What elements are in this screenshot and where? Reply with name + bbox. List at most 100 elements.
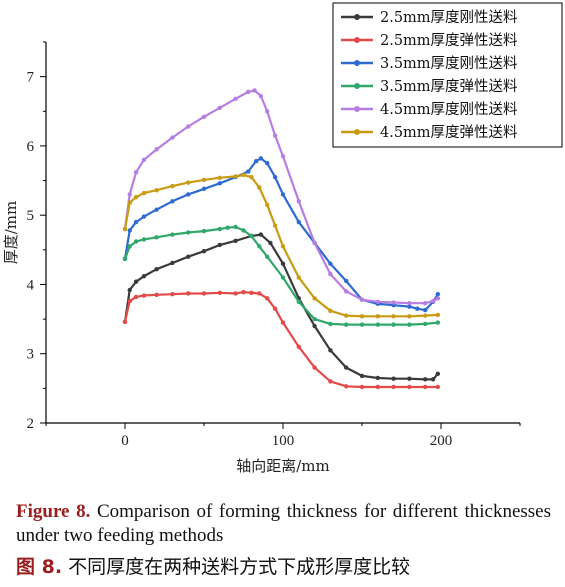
data-point: [344, 322, 349, 327]
data-point: [170, 291, 175, 297]
chart-series-layer: [122, 88, 441, 390]
data-point: [423, 313, 428, 318]
data-point: [122, 319, 128, 325]
data-point: [233, 96, 238, 102]
data-point: [359, 314, 365, 319]
data-point: [217, 226, 222, 232]
data-point: [252, 88, 257, 93]
data-point: [391, 384, 396, 390]
series-line: [123, 233, 439, 381]
data-point: [201, 228, 207, 234]
figure-caption-en-text: Comparison of forming thickness for diff…: [16, 501, 551, 546]
data-point: [296, 199, 301, 204]
data-point: [186, 180, 191, 185]
figure-caption-zh-text: 不同厚度在两种送料方式下成形厚度比较: [62, 556, 411, 578]
data-point: [280, 192, 286, 197]
series-4: [122, 224, 441, 327]
data-point: [268, 240, 273, 246]
y-tick-label: 3: [27, 347, 35, 363]
data-point: [154, 235, 159, 240]
thickness-line-chart: 2 3 4 5 6 7 0 100 200 2.5mm厚度刚性送料 2.5mm厚度弹性送料 3.5m…: [2, 2, 563, 475]
data-point: [272, 133, 278, 138]
legend-label: 2.5mm厚度刚性送料: [380, 9, 518, 26]
data-point: [122, 256, 128, 262]
data-point: [265, 109, 270, 114]
data-point: [328, 321, 333, 327]
legend-box: [332, 2, 563, 148]
data-point: [241, 172, 246, 178]
data-point: [391, 300, 396, 305]
data-point: [258, 93, 264, 99]
data-point: [328, 271, 333, 277]
data-point: [257, 185, 262, 190]
data-point: [280, 244, 286, 249]
data-point: [265, 254, 270, 259]
data-point: [201, 114, 207, 120]
data-point: [435, 312, 441, 318]
figure-caption-en: Figure 8. Comparison of forming thicknes…: [16, 500, 551, 548]
data-point: [280, 320, 286, 325]
data-point: [328, 308, 333, 313]
figure-caption-zh: 图 8. 不同厚度在两种送料方式下成形厚度比较: [16, 555, 551, 579]
series-line: [123, 157, 439, 312]
data-point: [328, 348, 333, 353]
legend-label: 4.5mm厚度刚性送料: [380, 101, 518, 118]
data-point: [133, 219, 139, 225]
data-point: [375, 384, 380, 390]
data-point: [241, 289, 246, 295]
data-point: [344, 313, 349, 318]
y-axis-label: 厚度/mm: [2, 201, 20, 265]
legend-label: 4.5mm厚度弹性送料: [380, 124, 518, 141]
data-point: [312, 323, 317, 329]
data-point: [375, 314, 380, 319]
data-point: [217, 242, 222, 248]
data-point: [272, 223, 278, 228]
data-point: [154, 188, 159, 193]
data-point: [430, 298, 436, 304]
data-point: [375, 299, 380, 304]
data-point: [249, 174, 254, 180]
data-point: [359, 322, 365, 327]
data-point: [375, 322, 380, 327]
data-point: [359, 384, 365, 390]
data-point: [312, 296, 317, 301]
data-point: [127, 287, 132, 293]
data-point: [122, 226, 128, 232]
data-point: [141, 190, 147, 196]
x-tick-label: 200: [430, 433, 453, 449]
data-point: [272, 306, 278, 311]
data-point: [241, 228, 246, 233]
data-point: [186, 291, 191, 296]
data-point: [391, 322, 396, 327]
data-point: [272, 174, 278, 180]
data-point: [246, 89, 251, 95]
data-point: [265, 161, 270, 166]
data-point: [170, 232, 175, 237]
legend-marker: [354, 106, 360, 112]
data-point: [233, 174, 238, 179]
data-point: [217, 105, 222, 111]
figure-label-en: Figure 8.: [16, 501, 91, 522]
data-point: [246, 169, 251, 174]
legend-label: 2.5mm厚度弹性送料: [380, 32, 518, 49]
chart-axes: 2 3 4 5 6 7 0 100 200: [27, 41, 521, 449]
data-point: [391, 314, 396, 319]
data-point: [280, 275, 286, 280]
data-point: [435, 384, 441, 390]
data-point: [280, 154, 286, 159]
data-point: [141, 157, 147, 162]
y-tick-label: 2: [27, 416, 35, 432]
data-point: [141, 273, 147, 279]
y-tick-label: 5: [27, 208, 35, 224]
x-tick-label: 100: [272, 433, 295, 449]
data-point: [407, 376, 412, 381]
data-point: [344, 289, 349, 294]
data-point: [423, 321, 428, 327]
data-point: [127, 200, 132, 205]
data-point: [127, 192, 132, 197]
data-point: [435, 291, 441, 297]
data-point: [233, 291, 238, 296]
data-point: [423, 384, 428, 390]
data-point: [127, 244, 132, 249]
legend-label: 3.5mm厚度刚性送料: [380, 55, 518, 72]
